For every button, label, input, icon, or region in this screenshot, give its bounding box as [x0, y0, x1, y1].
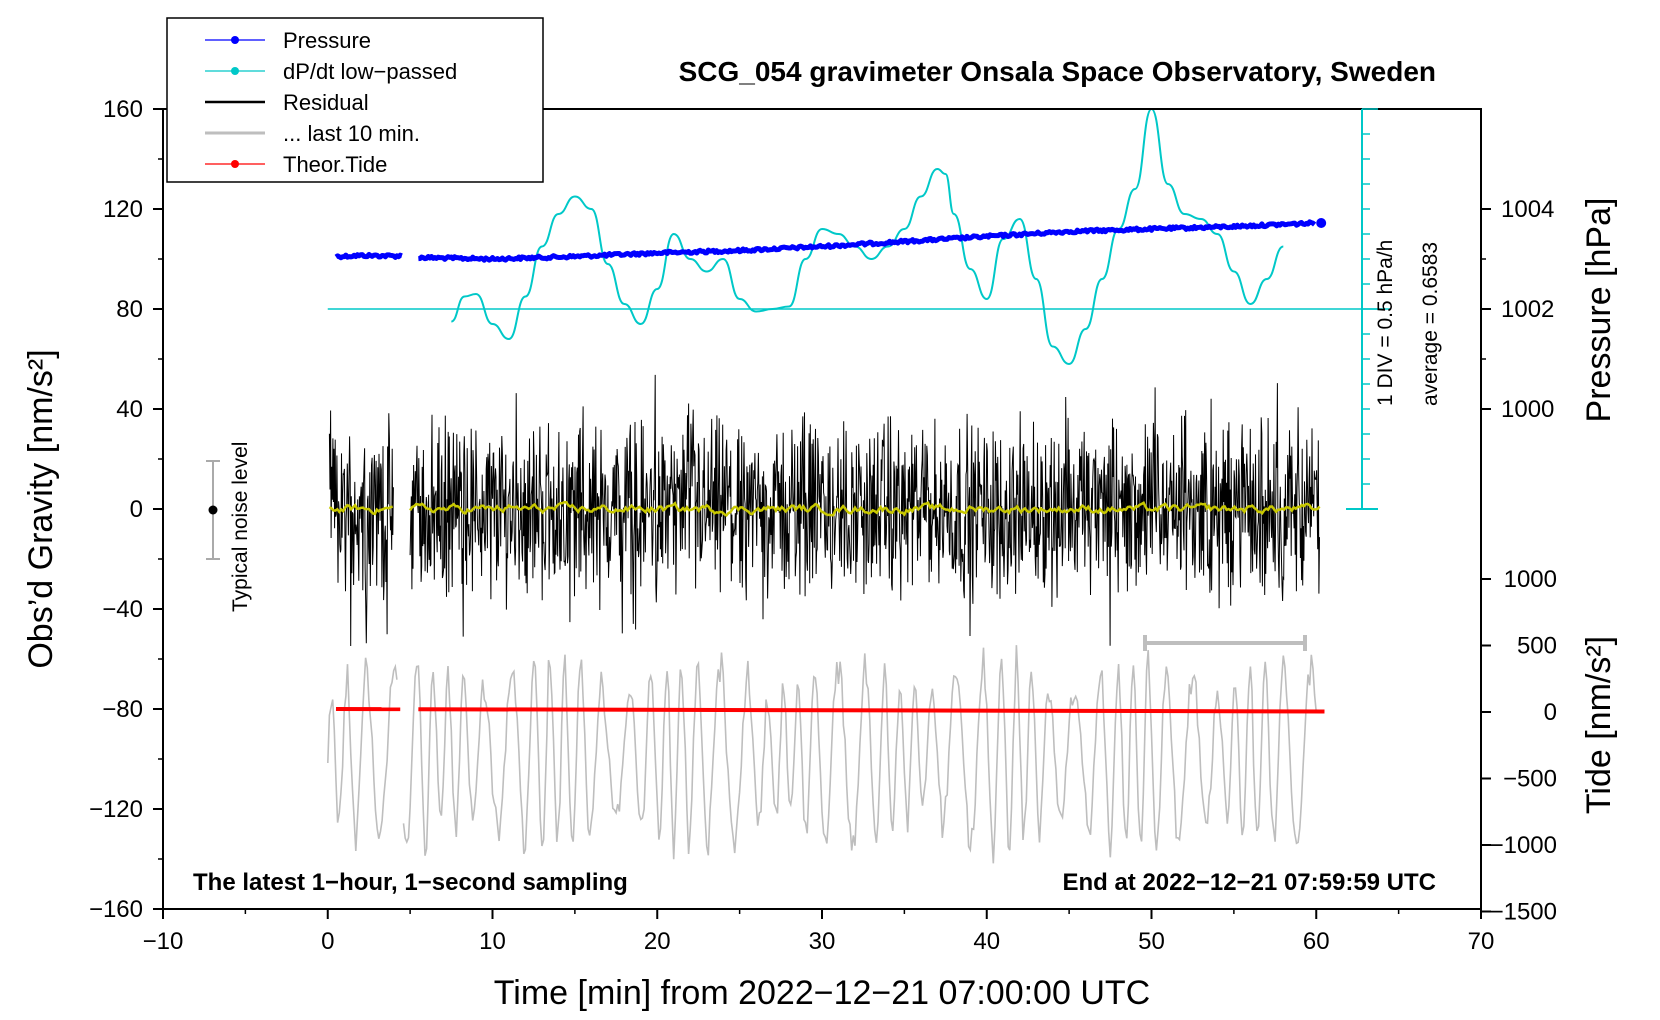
pressure-line [334, 251, 403, 261]
tide-tick-label: 1000 [1504, 566, 1557, 593]
legend-label: Residual [283, 90, 369, 115]
tide-axis-label: Tide [nm/s²] [1580, 636, 1618, 814]
y-tick-label: 160 [103, 96, 143, 123]
dpdt-series-line [450, 109, 1284, 366]
legend-label: Pressure [283, 28, 371, 53]
x-tick-label: 60 [1303, 928, 1330, 955]
theoretical-tide-series [335, 707, 1325, 714]
x-tick-label: 40 [973, 928, 1000, 955]
last-10-min-series [327, 645, 1318, 864]
last-10-min-line [327, 645, 1318, 864]
noise-level-label: Typical noise level [229, 442, 252, 612]
tide-axis-ticks: −1500 −1000 −500 0 500 1000 [1481, 566, 1557, 926]
y-tick-label: 40 [116, 396, 143, 423]
pressure-tick-label: 1000 [1501, 396, 1554, 423]
residual-smoothed-line [328, 500, 1321, 517]
x-tick-label: 50 [1138, 928, 1165, 955]
x-axis-ticks: −10 0 10 20 30 40 50 60 70 [143, 909, 1495, 955]
legend-label: ... last 10 min. [283, 121, 420, 146]
tide-tick-label: −1000 [1490, 832, 1557, 859]
chart-title: SCG_054 gravimeter Onsala Space Observat… [679, 56, 1436, 87]
pressure-axis-ticks: 1000 1002 1004 [1481, 196, 1554, 423]
legend-label: dP/dt low−passed [283, 59, 457, 84]
tide-tick-label: 500 [1517, 633, 1557, 660]
legend-marker [231, 160, 239, 168]
tide-line [418, 707, 1325, 714]
sampling-note: The latest 1−hour, 1−second sampling [193, 869, 628, 896]
y-tick-label: 120 [103, 196, 143, 223]
x-tick-label: −10 [143, 928, 184, 955]
y-tick-label: −120 [89, 796, 143, 823]
y-tick-label: 0 [130, 496, 143, 523]
x-tick-label: 20 [644, 928, 671, 955]
x-tick-label: 10 [479, 928, 506, 955]
legend-marker [231, 36, 239, 44]
tide-tick-label: 0 [1544, 699, 1557, 726]
y-axis-label: Obs’d Gravity [nm/s²] [22, 349, 60, 668]
pressure-series [334, 218, 1327, 263]
pressure-end-marker [1316, 218, 1327, 228]
last-10-min-bracket [1143, 635, 1307, 651]
tide-tick-label: −500 [1503, 766, 1557, 793]
legend: Pressure dP/dt low−passed Residual ... last… [166, 17, 544, 183]
x-axis-label: Time [min] from 2022−12−21 07:00:00 UTC [494, 974, 1150, 1012]
end-time-note: End at 2022−12−21 07:59:59 UTC [1062, 869, 1436, 896]
noise-level-bar [206, 460, 220, 560]
x-tick-label: 0 [321, 928, 334, 955]
x-tick-label: 70 [1468, 928, 1495, 955]
y-tick-label: −160 [89, 896, 143, 923]
legend-label: Theor.Tide [283, 152, 387, 177]
y-tick-label: −80 [102, 696, 143, 723]
y-axis-ticks: −160 −120 −80 −40 0 40 80 120 160 [89, 96, 163, 923]
dpdt-average-label: average = 0.6583 [1419, 242, 1442, 406]
dpdt-scale-bar [1346, 108, 1378, 510]
pressure-tick-label: 1002 [1501, 296, 1554, 323]
pressure-line [417, 219, 1317, 263]
pressure-axis-label: Pressure [hPa] [1580, 198, 1618, 423]
y-tick-label: −40 [102, 596, 143, 623]
pressure-tick-label: 1004 [1501, 196, 1554, 223]
legend-marker [231, 67, 239, 75]
residual-series [328, 374, 1320, 647]
dpdt-scale-label: 1 DIV = 0.5 hPa/h [1374, 240, 1397, 406]
tide-tick-label: −1500 [1490, 899, 1557, 926]
y-tick-label: 80 [116, 296, 143, 323]
x-tick-label: 30 [809, 928, 836, 955]
residual-line [328, 374, 1320, 647]
